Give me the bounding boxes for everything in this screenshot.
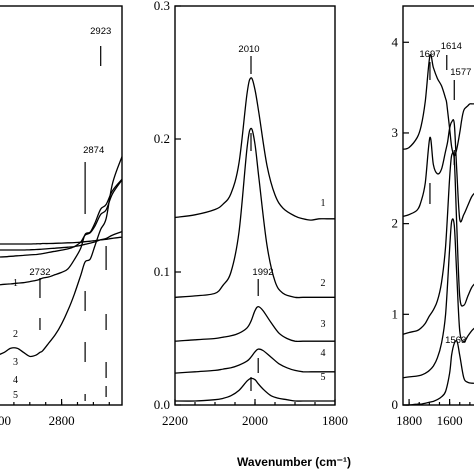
x-tick-label: 2800 [49,413,75,428]
series-5-label: 5 [321,372,326,383]
x-tick-label: 1800 [396,413,422,428]
series-2-line [174,127,335,299]
y-tick-label: 0.1 [154,264,170,279]
series-1-line [0,156,123,358]
series-1-line [174,77,335,221]
series-4-label: 4 [13,375,18,386]
series-3-label: 3 [13,357,18,368]
series-4-label: 4 [321,348,326,359]
panel-middle: 2200 2000 1800 0.0 0.1 0.2 0.3 1 2 3 4 5 2010 1992 [154,0,348,428]
series-2-line [402,118,474,223]
peak-annotation: 1614 [441,41,462,52]
x-tick-label: 1600 [437,413,463,428]
series-3-line [0,179,123,258]
y-tick-label: 4 [392,34,399,49]
y-tick-label: 1 [392,306,399,321]
series-1-line [402,53,474,157]
x-tick-label: 2600 [0,413,11,428]
y-tick-label: 0.3 [154,0,170,13]
peak-annotation: 1563 [445,335,466,346]
panel-right: 180016000123416971614157715631 [392,5,474,428]
panel-frame [402,5,474,406]
y-tick-label: 3 [392,125,399,140]
series-3-line [402,151,474,335]
series-4-line [0,230,123,251]
x-axis-label: Wavenumber (cm⁻¹) [237,455,351,469]
peak-annotation: 1697 [419,49,440,60]
series-1-label: 1 [321,198,326,209]
x-tick-label: 1800 [322,413,348,428]
series-4-line [174,348,335,374]
panel-frame [174,5,336,406]
y-tick-label: 2 [392,216,399,231]
series-2-line [0,178,123,286]
peak-annotation: 2010 [238,44,259,55]
peak-annotation: 1577 [450,67,471,78]
series-3-line [174,305,335,343]
peak-annotation: 1992 [252,267,273,278]
panel-left: 2800260012345292328742732 [0,5,123,428]
series-3-label: 3 [321,319,326,330]
panels-group: 2800 2600 1 2 3 4 5 2923 2874 2732 2200 2000 1800 0.0… [0,0,474,428]
panel-frame [0,5,123,406]
series-2-label: 2 [13,329,18,340]
y-tick-label: 0.2 [154,131,170,146]
x-tick-label: 2000 [242,413,268,428]
y-tick-label: 0 [392,397,399,412]
series-4-line [402,218,474,379]
x-tick-label: 2200 [162,413,188,428]
series-5-line [174,377,335,402]
peak-annotation: 2732 [29,267,50,278]
series-5-line [402,340,474,406]
series-2-label: 2 [321,278,326,289]
peak-annotation: 2923 [90,26,111,37]
y-tick-label: 0.0 [154,397,170,412]
series-5-line [0,236,123,245]
series-5-label: 5 [13,390,18,401]
peak-annotation: 2874 [83,145,104,156]
